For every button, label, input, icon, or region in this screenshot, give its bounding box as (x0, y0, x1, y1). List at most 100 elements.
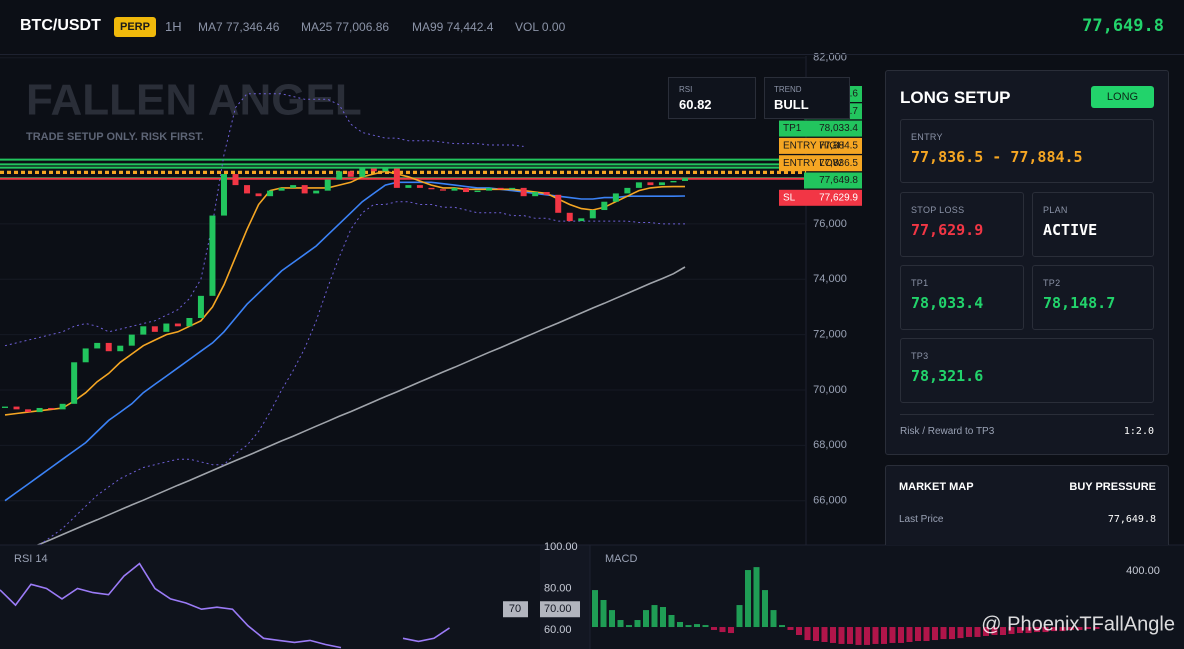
rsi-axis-bg (540, 545, 590, 649)
candle (2, 406, 8, 408)
header: BTC/USDT PERP 1H MA7 77,346.46 MA25 77,0… (0, 0, 1184, 55)
watermark-title: FALLEN ANGEL (26, 76, 362, 125)
macd-bar (762, 590, 768, 628)
candle (244, 185, 251, 194)
macd-bar (1025, 627, 1032, 634)
price-tag-label: ENTRY HIGH (783, 141, 844, 152)
macd-bar (915, 627, 921, 642)
macd-bar (1085, 627, 1091, 629)
candle (439, 189, 446, 191)
candle (451, 187, 458, 191)
price-tag (779, 155, 862, 172)
macd-bar (1068, 627, 1074, 630)
footer-watermark: @ PhoenixTFallAngle (981, 613, 1175, 635)
macd-bar (838, 627, 845, 644)
plan-value: ACTIVE (1043, 221, 1098, 239)
price-tag-value: 77,629.9 (819, 192, 858, 203)
candle (670, 180, 677, 183)
ma-line (35, 266, 686, 545)
macd-bar (966, 627, 972, 637)
candle (82, 348, 89, 363)
rsi-box: RSI 60.82 (668, 77, 756, 119)
candle (532, 192, 539, 197)
candle (578, 218, 585, 222)
macd-bar (1000, 627, 1006, 636)
candle (555, 194, 562, 213)
macd-bar (643, 610, 649, 628)
y-tick-label: 70.00 (544, 603, 572, 615)
macd-bar (711, 627, 717, 630)
tp3-label: TP3 (911, 351, 929, 361)
macd-bar (898, 627, 904, 643)
macd-bar (813, 627, 819, 642)
macd-bar (940, 627, 947, 640)
tp1-label: TP1 (911, 278, 929, 288)
candle (497, 187, 504, 190)
candle (647, 182, 654, 186)
candle (474, 190, 481, 193)
price-tag (779, 120, 862, 137)
candle (601, 201, 608, 211)
trend-box-label: TREND (774, 85, 802, 94)
macd-bar (889, 627, 896, 643)
trend-box: TREND BULL (764, 77, 850, 119)
y-tick-label: 74,000 (813, 273, 847, 285)
rsi-title: RSI 14 (14, 553, 48, 565)
level-tag (503, 601, 528, 618)
setup-panel: LONG SETUP LONG ENTRY 77,836.5 - 77,884.… (885, 70, 1169, 455)
candle (658, 182, 665, 186)
candle (105, 342, 112, 352)
macd-bar (796, 627, 802, 636)
macd-bar (719, 627, 726, 633)
rr-value: 1:2.0 (1123, 426, 1154, 437)
candle (186, 317, 193, 327)
y-tick-label: 100.00 (544, 541, 578, 553)
ma-line (4, 181, 686, 502)
entry-card: ENTRY 77,836.5 - 77,884.5 (900, 119, 1154, 183)
macd-bar (957, 627, 964, 639)
rsi-line (0, 562, 450, 649)
y-tick-label: 72,000 (813, 329, 847, 341)
macd-bar (694, 624, 700, 628)
candle (370, 168, 377, 172)
tp2-value: 78,148.7 (1043, 294, 1116, 312)
macd-bar (617, 620, 624, 628)
tp3-value: 78,321.6 (911, 367, 984, 385)
volume-label: VOL 0.00 (515, 20, 566, 34)
y-tick-label: 70,000 (813, 384, 847, 396)
macd-bar (1076, 627, 1083, 630)
price-tag-value: 77,836.5 (819, 158, 858, 169)
y-tick-label: 60.00 (544, 624, 572, 636)
candle (36, 407, 43, 413)
candle (313, 190, 320, 194)
macd-bar (592, 590, 598, 628)
macd-bar (753, 567, 760, 628)
candle (163, 323, 170, 332)
setup-title: LONG SETUP (900, 88, 1011, 107)
candle (566, 212, 573, 222)
divider (900, 414, 1154, 415)
price-tag-value: 78,033.4 (819, 123, 858, 134)
candle (151, 326, 158, 332)
level-tag-label: 70 (509, 603, 521, 615)
candle (301, 185, 308, 194)
rsi-box-value: 60.82 (679, 97, 712, 112)
macd-bar (847, 627, 853, 644)
candle (359, 168, 366, 177)
ma-line (4, 170, 685, 416)
candle (405, 185, 412, 188)
price-tag-label: TP1 (783, 123, 802, 134)
tp2-card: TP2 78,148.7 (1032, 265, 1154, 330)
candle (25, 409, 32, 413)
candle (290, 185, 297, 188)
ma7-label: MA7 77,346.46 (198, 20, 280, 34)
candle (94, 342, 101, 349)
macd-bar (1059, 627, 1066, 632)
symbol: BTC/USDT (20, 17, 101, 34)
macd-bar (634, 620, 641, 628)
y-tick-label: 68,000 (813, 439, 847, 451)
candle (117, 345, 124, 352)
macd-bar (787, 627, 794, 630)
interval[interactable]: 1H (165, 19, 182, 34)
